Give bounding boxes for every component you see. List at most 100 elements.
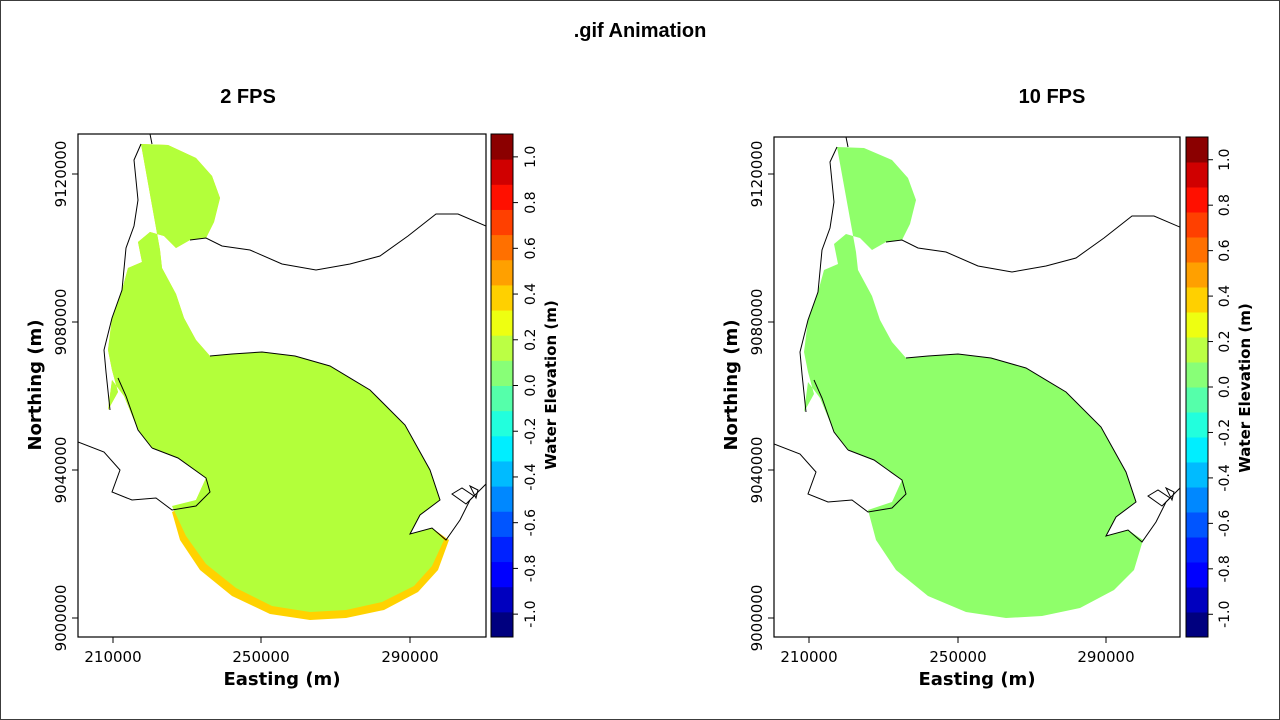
colorbar-swatch [1186,312,1208,338]
colorbar-tick-label: 0.0 [1217,376,1233,398]
colorbar: -1.0 -0.8 -0.6 -0.4 -0.2 0.0 0.2 0.4 0.6 0.8 1.0 [490,133,539,638]
coastline-north [845,137,1180,273]
x-tick-label: 290000 [1077,648,1134,666]
colorbar-tick-label: 0.4 [523,283,539,305]
colorbar-swatch [1186,512,1208,538]
coastline-south [78,441,211,511]
colorbar-swatch [1186,537,1208,563]
colorbar-swatch [1186,287,1208,313]
colorbar-swatch [491,310,513,336]
colorbar-swatch [1186,187,1208,213]
colorbar-swatch [1186,262,1208,288]
colorbar-swatch [491,586,513,613]
colorbar-swatch [491,360,513,386]
colorbar-swatch [491,460,513,487]
colorbar-swatch [491,385,513,412]
coastline-east-islands [1147,486,1175,507]
x-tick-label: 210000 [84,648,141,666]
y-axis-ticks [768,173,774,619]
colorbar-swatch [1186,237,1208,263]
colorbar-label: Water Elevation (m) [1236,303,1254,472]
coastline-north [149,134,486,271]
colorbar-swatch [1186,462,1208,488]
colorbar-tick-label: 0.4 [1217,285,1233,307]
x-tick-label: 210000 [780,648,837,666]
x-tick-label: 290000 [381,648,438,666]
colorbar-swatch [491,435,513,462]
colorbar-tick-label: -1.0 [1217,601,1233,628]
colorbar-swatch [1186,162,1208,188]
y-tick-label: 9080000 [52,289,70,356]
coastline-west [103,143,153,449]
coastline-south [774,443,907,513]
colorbar-swatch [1186,412,1208,438]
colorbar-swatch [491,561,513,588]
colorbar-tick-label: -0.2 [523,418,539,445]
slide-title: .gif Animation [573,20,707,42]
colorbar-tick-label: 0.6 [1217,239,1233,261]
colorbar-swatch [491,486,513,512]
colorbar-swatch [491,611,513,638]
colorbar-tick-label: -0.2 [1217,419,1233,446]
y-tick-label: 9040000 [748,437,766,504]
colorbar-tick-label: -0.8 [1217,555,1233,582]
y-axis-ticks [72,173,78,619]
water-elevation-surface [804,147,1143,618]
x-axis-label: Easting (m) [918,669,1035,690]
colorbar-tick-label: 0.8 [523,191,539,213]
colorbar: -1.0 -0.8 -0.6 -0.4 -0.2 0.0 0.2 0.4 0.6 0.8 1.0 [1185,136,1233,638]
x-axis-label: Easting (m) [223,669,340,690]
colorbar-swatch [491,511,513,537]
colorbar-label: Water Elevation (m) [542,300,560,469]
colorbar-swatch [491,536,513,563]
coastline-east [905,353,1180,543]
colorbar-swatch [491,184,513,210]
map-panel-10fps: 210000 250000 290000 9000000 9040000 908… [721,136,1254,690]
colorbar-tick-label: -0.6 [1217,510,1233,537]
y-tick-label: 9040000 [52,437,70,504]
map-panel-2fps: 210000 250000 290000 9000000 9040000 908… [25,133,560,690]
colorbar-tick-label: -0.8 [523,555,539,582]
coastline-east-islands [451,484,479,505]
colorbar-swatch [491,410,513,437]
colorbar-tick-label: 1.0 [523,146,539,168]
colorbar-swatch [1186,587,1208,613]
colorbar-swatch [1186,362,1208,388]
colorbar-tick-label: 0.0 [523,374,539,396]
y-tick-label: 9000000 [52,585,70,652]
colorbar-tick-label: -0.6 [523,509,539,536]
x-tick-label: 250000 [929,648,986,666]
colorbar-tick-label: -0.4 [1217,464,1233,491]
coastline-west [799,146,849,451]
y-tick-label: 9120000 [748,141,766,208]
panel-2-title: 10 FPS [1018,86,1086,108]
y-tick-label: 9120000 [52,141,70,208]
colorbar-tick-label: 0.2 [523,329,539,351]
x-axis-ticks [808,637,1107,643]
colorbar-swatch [491,134,513,160]
colorbar-swatch [1186,437,1208,463]
colorbar-swatch [1186,562,1208,588]
y-axis-label: Northing (m) [25,319,46,450]
y-tick-label: 9000000 [748,585,766,652]
colorbar-swatch [491,209,513,236]
colorbar-swatch [1186,612,1208,638]
y-tick-label: 9080000 [748,289,766,356]
colorbar-swatch [1186,137,1208,163]
colorbar-tick-label: -1.0 [523,600,539,627]
colorbar-swatch [491,159,513,185]
panel-1-title: 2 FPS [220,86,276,108]
x-tick-label: 250000 [232,648,289,666]
colorbar-tick-label: 0.6 [523,237,539,259]
water-elevation-surface [108,144,444,612]
colorbar-swatch [491,259,513,286]
colorbar-tick-label: 0.2 [1217,330,1233,352]
colorbar-tick-label: 0.8 [1217,194,1233,216]
colorbar-swatch [491,284,513,311]
colorbar-swatch [1186,337,1208,363]
colorbar-tick-label: 1.0 [1217,149,1233,171]
colorbar-swatch [491,234,513,261]
colorbar-swatch [1186,487,1208,513]
colorbar-swatch [1186,387,1208,413]
